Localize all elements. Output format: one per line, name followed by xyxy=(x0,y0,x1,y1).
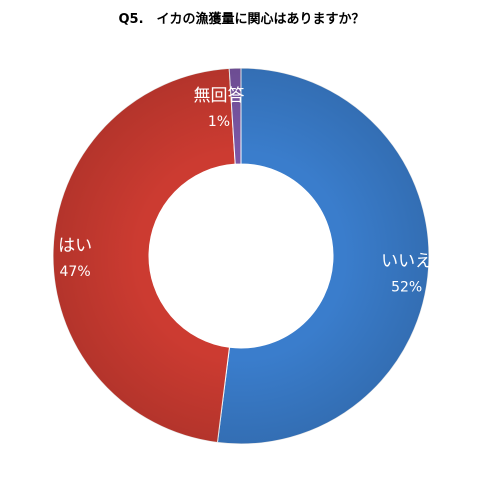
slice-percent-1: 47% xyxy=(60,264,91,280)
slice-label-2: 無回答 xyxy=(194,86,245,106)
slice-percent-0: 52% xyxy=(391,279,422,295)
slice-label-1: はい xyxy=(58,236,92,256)
slice-percent-2: 1% xyxy=(208,114,230,130)
chart-title: Q5. イカの漁獲量に関心はありますか？ xyxy=(118,12,365,27)
slice-label-0: いいえ xyxy=(381,251,432,271)
